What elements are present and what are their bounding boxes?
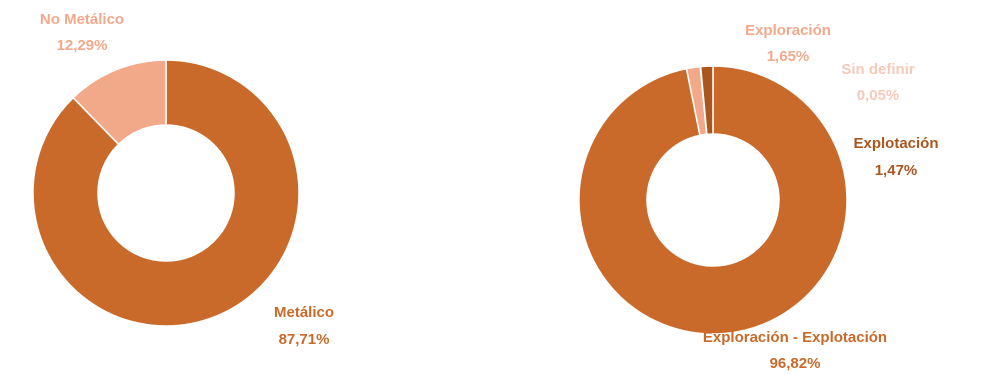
label-metalico-name: Metálico bbox=[274, 304, 334, 321]
label-sin-definir-name: Sin definir bbox=[841, 61, 915, 78]
label-no-metalico-value: 12,29% bbox=[57, 37, 108, 54]
label-exploracion-explotacion-value: 96,82% bbox=[770, 355, 821, 372]
label-metalico-value: 87,71% bbox=[279, 331, 330, 348]
label-exploracion-value: 1,65% bbox=[767, 48, 810, 65]
slice-exploracion-explotacion bbox=[578, 65, 848, 335]
label-explotacion-value: 1,47% bbox=[875, 162, 918, 179]
donut-chart-activity-stage bbox=[578, 65, 848, 335]
slice-explotacion bbox=[699, 65, 714, 136]
slice-metalico bbox=[32, 59, 300, 327]
donut-chart-metal-type bbox=[32, 59, 300, 327]
label-sin-definir-value: 0,05% bbox=[857, 87, 900, 104]
label-exploracion-explotacion-name: Exploración - Explotación bbox=[703, 329, 887, 346]
slice-no-metalico bbox=[72, 59, 167, 146]
label-explotacion-name: Explotación bbox=[853, 135, 938, 152]
label-exploracion-name: Exploración bbox=[745, 22, 831, 39]
label-no-metalico-name: No Metálico bbox=[40, 11, 124, 28]
